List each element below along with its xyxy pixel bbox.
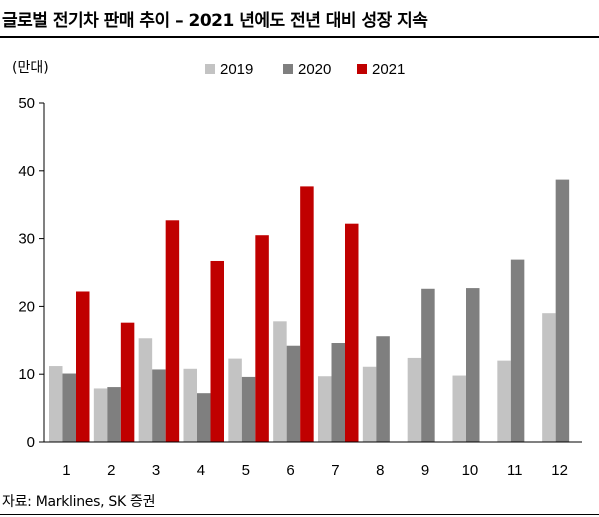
bar-2020-1 <box>62 373 76 442</box>
source-note: 자료: Marklines, SK 증권 <box>2 494 156 510</box>
y-axis: 0 10 20 30 40 50 <box>18 95 45 451</box>
bar-2019-2 <box>93 388 108 442</box>
y-axis-unit-label: (만대) <box>12 60 49 76</box>
x-tick-label: 10 <box>462 462 479 479</box>
y-tick-label: 10 <box>18 366 35 383</box>
x-tick-label: 6 <box>286 462 294 479</box>
y-tick-label: 0 <box>27 434 35 451</box>
bar-2019-1 <box>49 366 63 442</box>
bar-2020-9 <box>421 288 435 442</box>
bar-2019-3 <box>138 338 153 442</box>
x-tick-label: 8 <box>376 462 384 479</box>
bar-2021-5 <box>255 235 269 442</box>
legend-swatch-2019 <box>205 64 215 74</box>
bar-2019-7 <box>318 376 332 442</box>
title-divider <box>0 36 599 38</box>
bar-2019-8 <box>362 366 377 442</box>
y-tick-label: 50 <box>18 95 35 112</box>
x-tick-label: 5 <box>242 462 250 479</box>
bar-2019-10 <box>452 375 466 442</box>
bar-2020-10 <box>466 288 480 442</box>
bar-2019-5 <box>228 358 242 442</box>
bars <box>49 179 570 442</box>
legend-swatch-2021 <box>357 64 367 74</box>
legend-label-2021: 2021 <box>372 61 405 78</box>
x-tick-label: 2 <box>107 462 115 479</box>
bar-2019-6 <box>273 321 287 442</box>
x-tick-label: 12 <box>551 462 568 479</box>
bar-2020-8 <box>376 336 390 442</box>
bar-2020-4 <box>197 393 211 442</box>
bar-2020-2 <box>107 387 121 442</box>
x-tick-label: 3 <box>152 462 160 479</box>
bar-2021-2 <box>120 322 135 442</box>
legend: 2019 2020 2021 <box>205 61 405 78</box>
chart-title: 글로벌 전기차 판매 추이 – 2021 년에도 전년 대비 성장 지속 <box>2 11 428 31</box>
y-tick-label: 40 <box>18 163 35 180</box>
bar-2021-4 <box>210 260 224 442</box>
bar-2019-11 <box>497 360 511 442</box>
legend-swatch-2020 <box>283 64 293 74</box>
bar-2021-6 <box>300 186 314 442</box>
x-tick-label: 11 <box>507 462 523 479</box>
x-tick-label: 4 <box>197 462 205 479</box>
x-axis: 1 2 3 4 5 6 7 8 9 10 11 12 <box>44 441 582 479</box>
bar-2021-1 <box>76 291 90 442</box>
legend-label-2020: 2020 <box>298 61 331 78</box>
bar-2020-7 <box>331 343 345 442</box>
x-tick-label: 9 <box>421 462 429 479</box>
y-tick-label: 30 <box>18 231 35 248</box>
bottom-divider <box>0 514 599 515</box>
bar-2019-12 <box>542 313 556 442</box>
bar-2021-7 <box>345 223 359 442</box>
legend-label-2019: 2019 <box>220 61 253 78</box>
bar-2020-3 <box>152 369 166 442</box>
bar-2020-5 <box>241 376 256 442</box>
y-tick-label: 20 <box>18 298 35 315</box>
x-tick-label: 1 <box>62 462 70 479</box>
bar-2020-6 <box>286 345 301 442</box>
bar-2020-11 <box>510 259 525 442</box>
x-tick-label: 7 <box>331 462 339 479</box>
bar-2021-3 <box>165 220 180 442</box>
bar-2020-12 <box>555 179 570 442</box>
bar-2019-4 <box>183 368 197 442</box>
bar-2019-9 <box>407 357 422 442</box>
